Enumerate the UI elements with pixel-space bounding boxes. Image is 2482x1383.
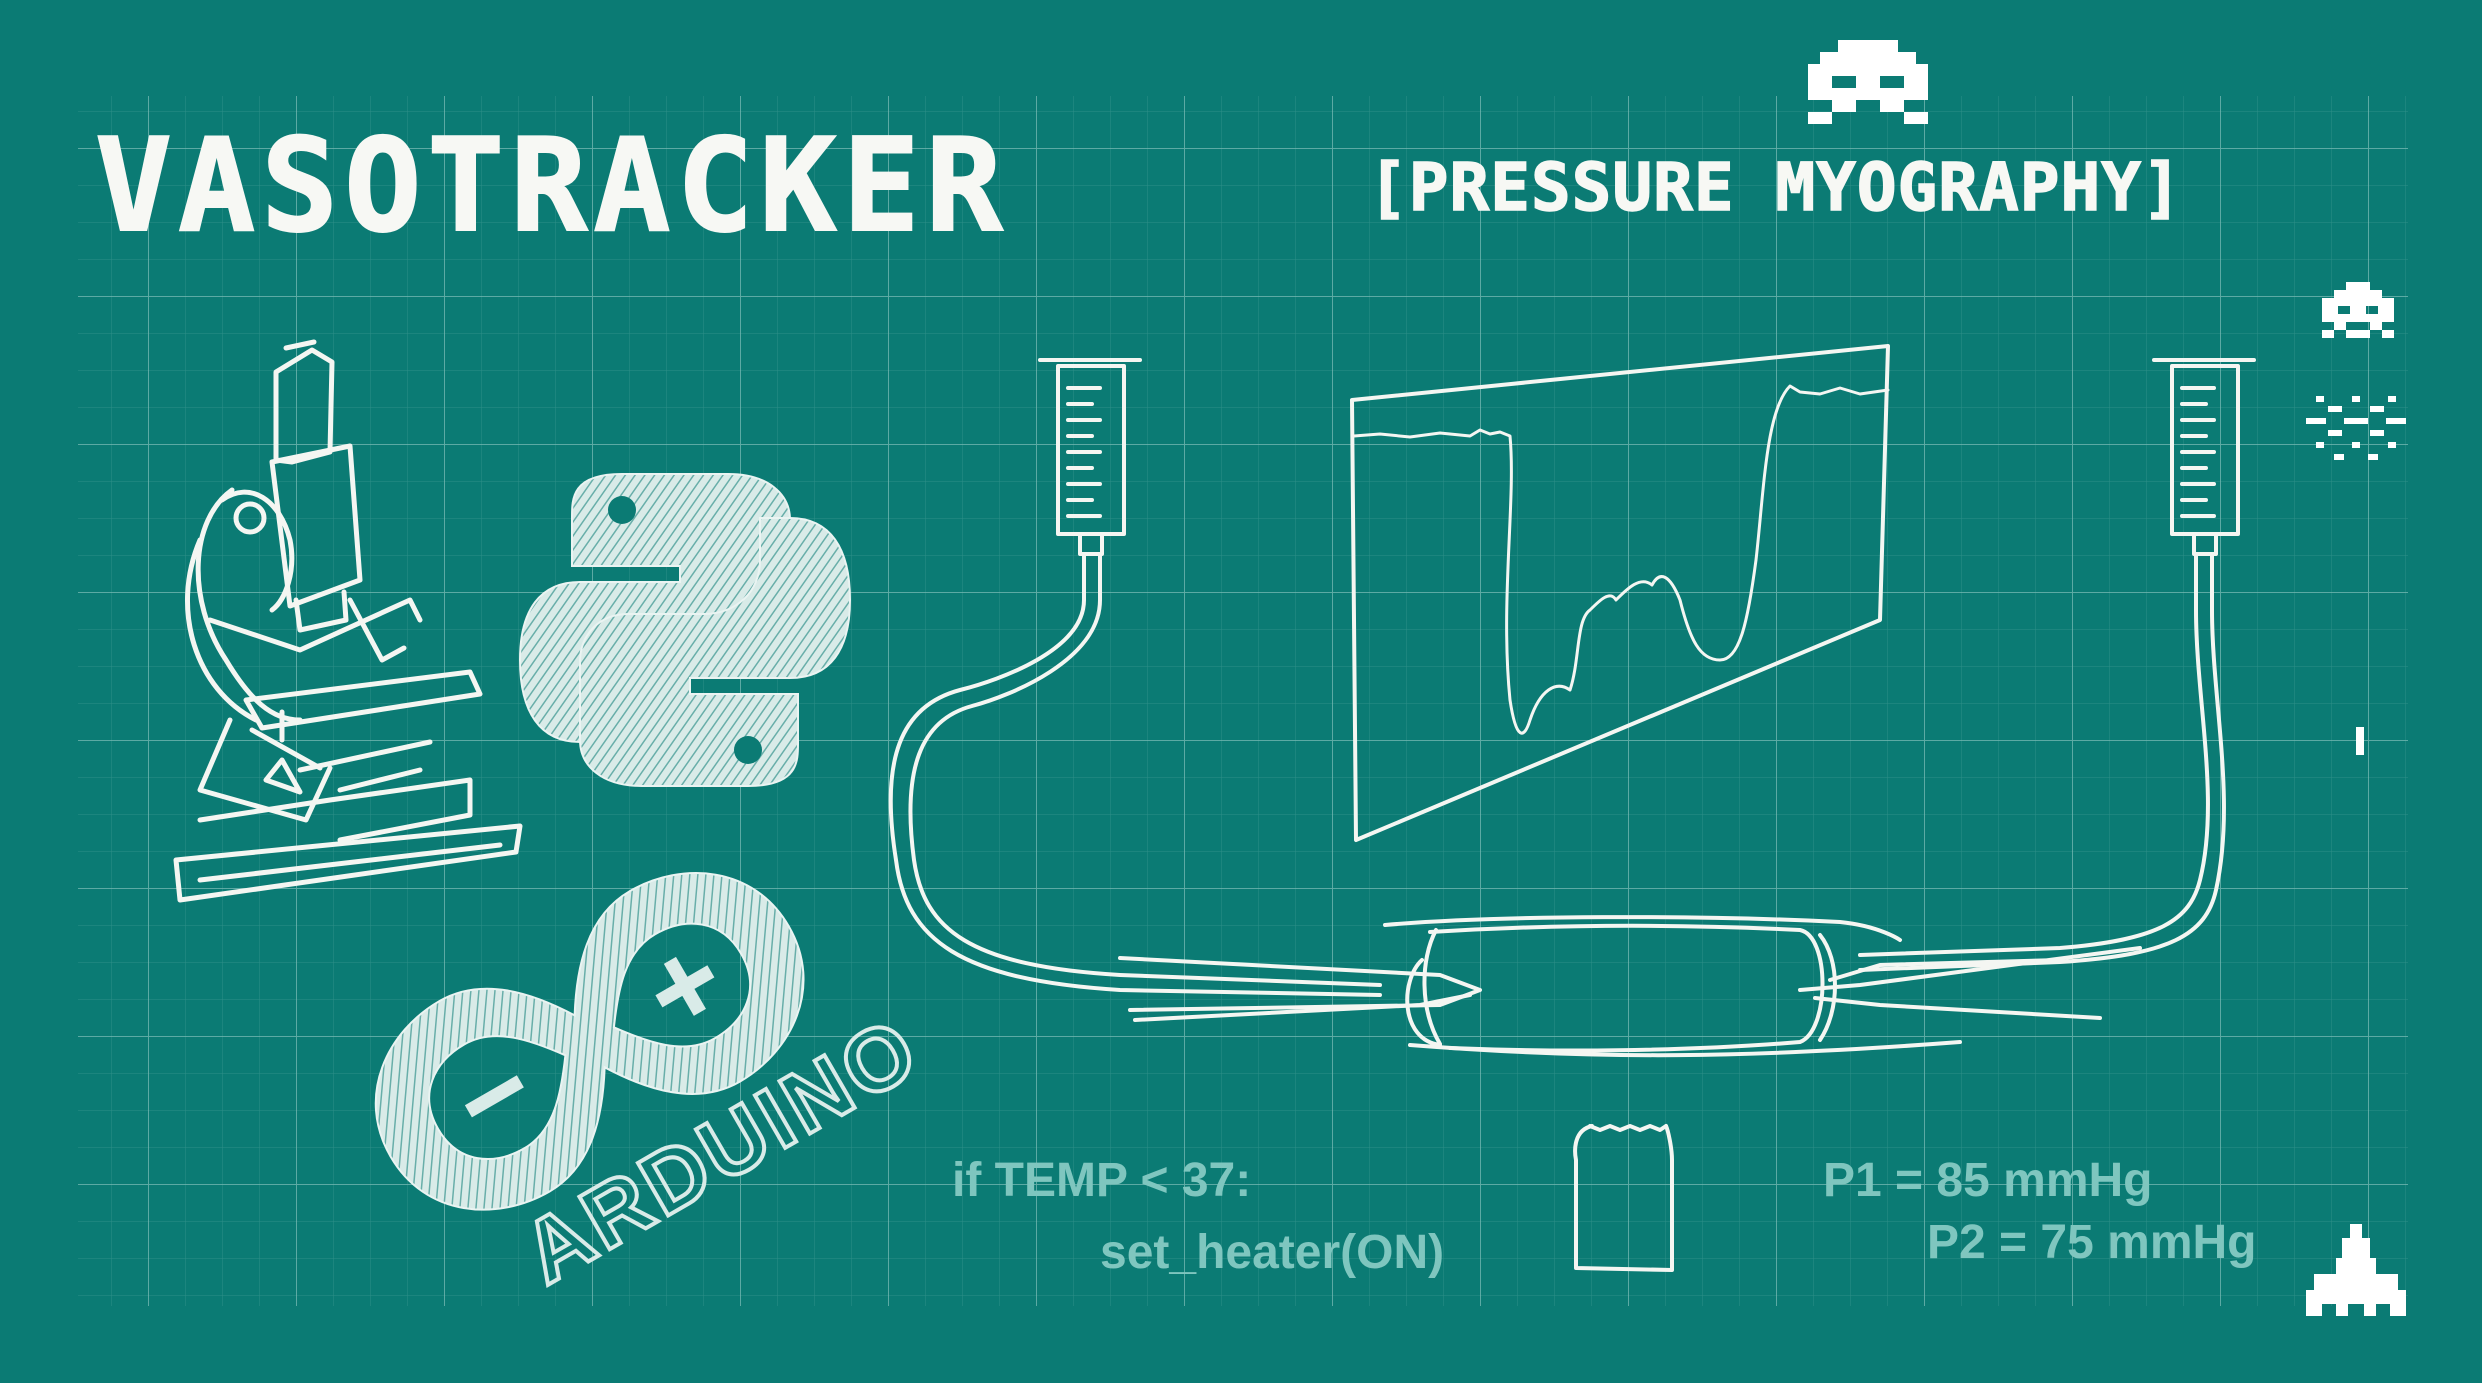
poster-subtitle: [PRESSURE MYOGRAPHY]: [1368, 149, 2183, 226]
code-line-1: if TEMP < 37:: [952, 1154, 1251, 1207]
vial-icon: [1573, 1124, 1674, 1272]
space-invader-small-icon: [2322, 282, 2394, 338]
spaceship-icon: [2306, 1224, 2406, 1316]
space-invader-icon: [1808, 40, 1928, 124]
vessel-icon: [1118, 915, 2142, 1058]
diameter-trace-monitor: [1350, 344, 1890, 842]
microscope-icon: [173, 339, 523, 903]
syringe-icon: [1038, 358, 1142, 556]
pressure-readout-p1: P1 = 85 mmHg: [1823, 1154, 2152, 1207]
code-line-2: set_heater(ON): [1100, 1226, 1444, 1279]
laser-shot: [2356, 727, 2364, 755]
syringe-icon-right: [2152, 358, 2256, 556]
pressure-readout-p2: P2 = 75 mmHg: [1927, 1216, 2256, 1269]
explosion-icon: [2306, 396, 2406, 460]
python-logo-icon: [518, 473, 852, 787]
diameter-trace-line: [1352, 384, 1890, 735]
tubing: [888, 554, 2226, 997]
grid-paper: [78, 96, 2408, 1306]
poster-title: VASOTRACKER: [95, 112, 1009, 261]
